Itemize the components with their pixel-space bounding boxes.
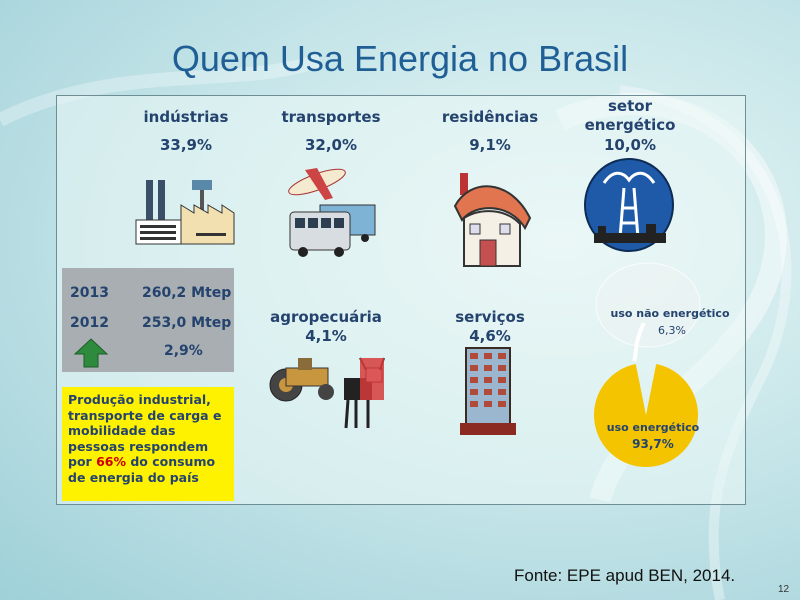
source-caption: Fonte: EPE apud BEN, 2014. [514,566,736,585]
sector-name-industrias: indústrias [143,108,229,126]
stats-value-2013: 260,2 Mtep [142,285,232,301]
pie-label-non-energy: uso não energético [610,307,730,320]
pie-value-energy: 93,7% [632,437,674,451]
sector-pct-transportes: 32,0% [304,136,358,154]
energy-use-pie [594,262,701,467]
stats-value-2012: 253,0 Mtep [142,315,232,331]
airplane-truck-bus-icon [288,168,376,257]
sector-pct-agropecuaria: 4,1% [305,327,347,345]
stats-year-2013: 2013 [70,285,109,301]
sector-pct-setor-energetico: 10,0% [603,136,657,154]
pie-slice-energy [594,364,698,467]
stats-growth: 2,9% [164,343,203,359]
factory-icon [135,180,235,245]
sector-name-setor-line1: setor [608,97,652,115]
page-number: 12 [778,584,790,595]
sector-name-agropecuaria: agropecuária [270,308,382,326]
note-highlight: 66% [96,454,126,469]
page-title: Quem Usa Energia no Brasil [171,38,629,79]
note-text-part1: Produção industrial, transporte de carga… [68,392,222,469]
note-text-part2: do consumo de energia do país [68,454,216,485]
office-building-icon [460,347,516,435]
sector-name-servicos: serviços [455,308,525,326]
industrial-note: Produção industrial, transporte de carga… [62,387,234,501]
sector-name-residencias: residências [441,108,539,126]
sector-pct-residencias: 9,1% [469,136,511,154]
pie-label-energy: uso energético [606,421,700,434]
consumption-stats-box: 2013 260,2 Mtep 2012 253,0 Mtep 2,9% [62,268,234,372]
oil-refinery-icon [584,158,674,252]
up-arrow-icon [73,338,109,368]
tractor-ox-icon [269,357,385,429]
sector-pct-industrias: 33,9% [159,136,213,154]
pie-value-non-energy: 6,3% [658,324,686,337]
sector-pct-servicos: 4,6% [469,327,511,345]
sector-name-transportes: transportes [281,108,381,126]
stats-year-2012: 2012 [70,315,109,331]
sector-name-setor-line2: energético [584,116,676,134]
house-icon [453,173,532,267]
